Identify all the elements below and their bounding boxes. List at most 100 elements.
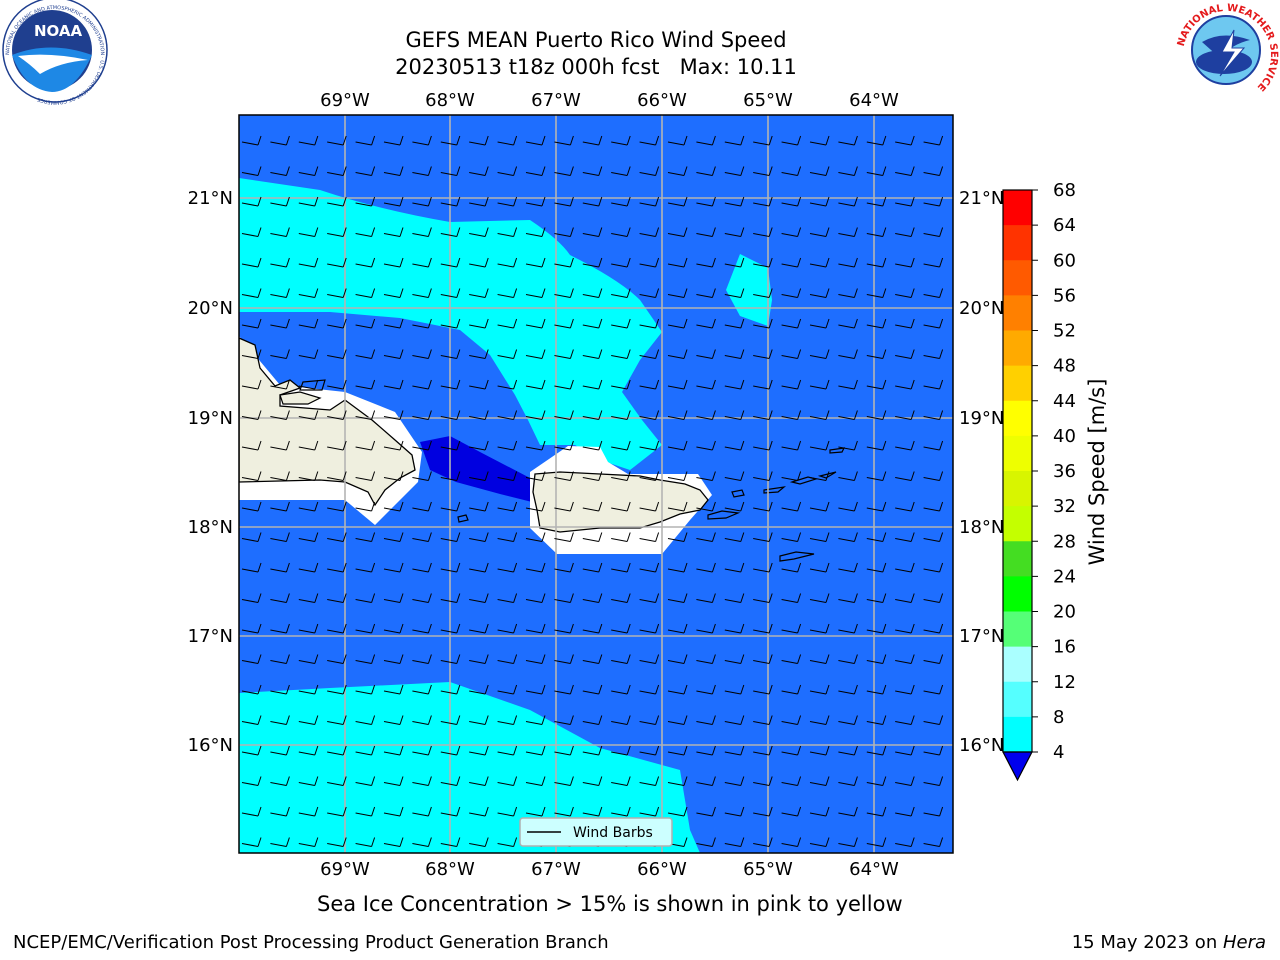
wind-barbs: [241, 135, 944, 847]
wind-barb: [469, 715, 489, 725]
wind-barb: [383, 288, 404, 298]
lon-label-top: 64°W: [849, 90, 899, 111]
wind-barb: [298, 288, 319, 298]
wind-barb: [298, 623, 319, 634]
wind-barb: [866, 227, 887, 237]
wind-barb: [667, 166, 688, 176]
wind-barb: [611, 745, 631, 756]
wind-barb: [724, 837, 745, 847]
wind-barb: [895, 806, 915, 817]
wind-barb: [809, 593, 830, 603]
wind-barb: [582, 715, 603, 725]
lat-label-left: 20°N: [188, 298, 233, 319]
wind-barb: [554, 532, 574, 542]
wind-barb: [270, 593, 290, 603]
wind-barb: [639, 623, 660, 634]
wind-barb: [838, 837, 858, 847]
wind-barb: [753, 562, 773, 573]
wind-8-12-south: [239, 682, 700, 853]
wind-barb: [327, 227, 347, 237]
wind-barb: [241, 410, 262, 420]
wind-barb: [923, 257, 944, 268]
wind-barb: [781, 532, 802, 542]
wind-barb: [667, 654, 688, 664]
wind-barb: [525, 806, 546, 817]
wind-barb: [611, 471, 631, 481]
chart-subtitle: 20230513 t18z 000h fcst Max: 10.11: [395, 55, 797, 79]
wind-barb: [611, 257, 631, 268]
wind-barb: [866, 593, 887, 603]
wind-barb: [241, 227, 262, 237]
wind-barb: [270, 227, 290, 237]
sea-ice-note: Sea Ice Concentration > 15% is shown in …: [317, 892, 903, 916]
lon-label-bottom: 66°W: [637, 859, 687, 880]
wind-barb: [667, 440, 688, 451]
wind-barb: [469, 806, 489, 817]
nws-logo: NATIONAL WEATHER SERVICE: [1176, 0, 1279, 100]
wind-barb: [582, 318, 603, 329]
wind-barb: [497, 806, 518, 817]
wind-barb: [440, 227, 461, 237]
wind-barb: [241, 654, 262, 664]
wind-barb: [838, 501, 858, 512]
noaa-logo-text: NOAA: [34, 22, 83, 40]
wind-barb: [327, 654, 347, 664]
wind-barb: [327, 684, 347, 695]
wind-barb: [440, 257, 461, 268]
wind-barb: [724, 593, 745, 603]
wind-barb: [866, 806, 887, 817]
machine-name: Hera: [1222, 932, 1266, 953]
wind-barb: [469, 837, 489, 847]
wind-barb: [611, 318, 631, 329]
wind-barb: [639, 349, 660, 359]
wind-barb: [525, 745, 546, 756]
wind-barb: [696, 654, 716, 664]
wind-barb: [270, 257, 290, 268]
wind-barb: [923, 562, 944, 573]
wind-barb: [809, 288, 830, 298]
wind-barb: [383, 776, 404, 786]
wind-barb: [525, 715, 546, 725]
wind-barb: [327, 715, 347, 725]
wind-barb: [355, 379, 376, 390]
colorbar-band: [1003, 646, 1032, 683]
colorbar-tick-label: 20: [1053, 602, 1076, 623]
wind-barb: [724, 410, 745, 420]
wind-barb: [923, 196, 944, 207]
wind-barb: [724, 806, 745, 817]
wind-barb: [355, 806, 376, 817]
wind-barb: [753, 379, 773, 390]
wind-barb: [866, 257, 887, 268]
map-frame: [238, 114, 954, 854]
wind-barb: [667, 776, 688, 786]
wind-barb: [270, 288, 290, 298]
wind-barb: [809, 471, 830, 481]
wind-barb: [724, 257, 745, 268]
wind-barb: [923, 684, 944, 695]
wind-barb: [440, 654, 461, 664]
wind-barb: [241, 837, 262, 847]
wind-barb: [724, 318, 745, 329]
wind-barb: [525, 227, 546, 237]
wind-barb: [753, 593, 773, 603]
wind-barb: [781, 562, 802, 573]
wind-barb: [809, 654, 830, 664]
lat-label-left: 17°N: [188, 626, 233, 647]
wind-barb: [525, 562, 546, 573]
wind-barb: [838, 684, 858, 695]
wind-barb: [355, 623, 376, 634]
wind-barb: [895, 715, 915, 725]
wind-barb: [639, 379, 660, 390]
colorbar-tick-label: 60: [1053, 250, 1076, 271]
wind-barb: [667, 379, 688, 390]
wind-barb: [355, 349, 376, 359]
wind-barb: [440, 776, 461, 786]
lon-label-bottom: 65°W: [743, 859, 793, 880]
wind-barb: [895, 593, 915, 603]
wind-barb: [412, 440, 432, 451]
wind-barb: [667, 562, 688, 573]
wind-barb: [270, 776, 290, 786]
wind-barb: [440, 318, 461, 329]
wind-barb: [327, 776, 347, 786]
wind-barb: [639, 288, 660, 298]
